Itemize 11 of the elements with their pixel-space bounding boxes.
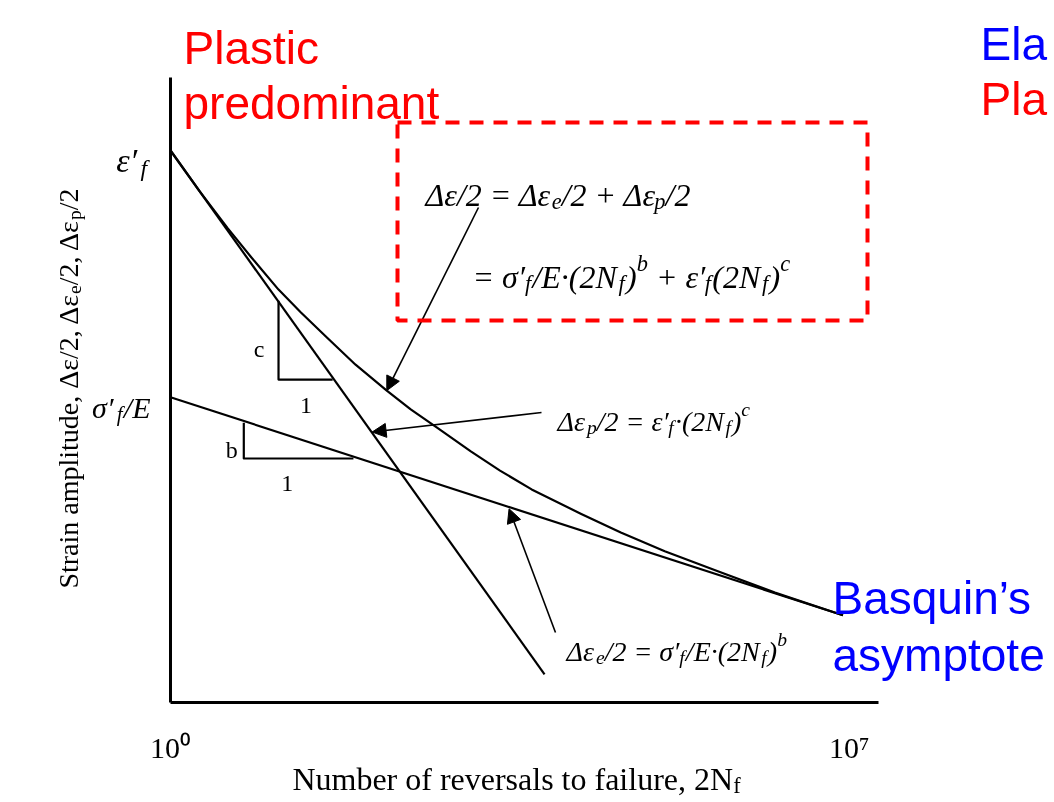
x-tick-label: 10⁰ (150, 730, 191, 764)
annotation: 1 (281, 470, 294, 497)
annotation: Basquin’s asymptote (832, 571, 1045, 681)
text: Ela (980, 17, 1048, 70)
x-tick-label: 10⁷ (829, 730, 870, 764)
annotation: b (225, 437, 238, 464)
y-axis-title: Strain amplitude, Δε/2, Δεe/2, Δεp/2 (53, 188, 86, 589)
text: Pla (980, 72, 1048, 125)
annotation: 1 (300, 392, 313, 419)
annotation: c (253, 335, 265, 362)
text: Plastic predominant (183, 21, 440, 129)
